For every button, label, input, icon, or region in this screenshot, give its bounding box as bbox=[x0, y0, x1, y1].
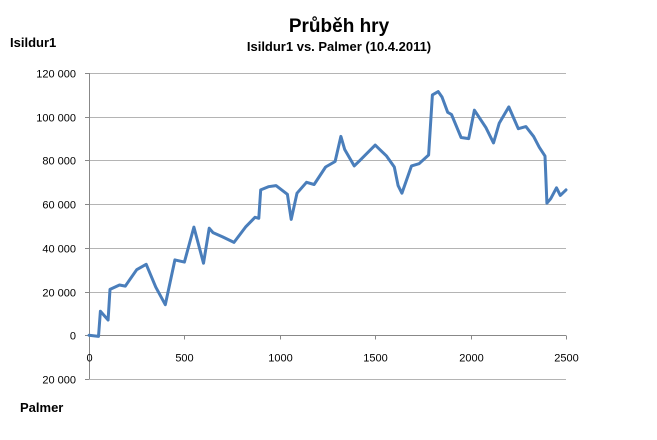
x-tick-label: 2000 bbox=[459, 353, 483, 365]
x-tick-label: 0 bbox=[86, 353, 92, 365]
y-tick-label: 20 000 bbox=[42, 288, 76, 300]
chart-title: Průběh hry bbox=[289, 16, 390, 37]
axes bbox=[85, 73, 567, 380]
y-tick-label: 20 000 bbox=[42, 375, 76, 387]
series-line bbox=[87, 90, 568, 338]
series-layer bbox=[87, 90, 568, 338]
chart-subtitle: Isildur1 vs. Palmer (10.4.2011) bbox=[247, 39, 431, 54]
tick-labels: 20 000 0 20 000 40 000 60 000 80 000 100 000 12… bbox=[36, 69, 579, 387]
gridlines bbox=[89, 73, 566, 380]
y-tick-label: 0 bbox=[70, 331, 76, 343]
x-axis-title: Palmer bbox=[20, 400, 63, 415]
y-tick-label: 40 000 bbox=[42, 244, 76, 256]
y-tick-label: 120 000 bbox=[36, 69, 76, 81]
x-tick-label: 500 bbox=[175, 353, 193, 365]
y-tick-label: 100 000 bbox=[36, 113, 76, 125]
y-tick-label: 60 000 bbox=[42, 200, 76, 212]
x-tick-label: 2500 bbox=[554, 353, 578, 365]
x-tick-label: 1500 bbox=[363, 353, 387, 365]
x-tick-label: 1000 bbox=[268, 353, 292, 365]
y-tick-label: 80 000 bbox=[42, 156, 76, 168]
y-axis-title: Isildur1 bbox=[10, 35, 56, 50]
